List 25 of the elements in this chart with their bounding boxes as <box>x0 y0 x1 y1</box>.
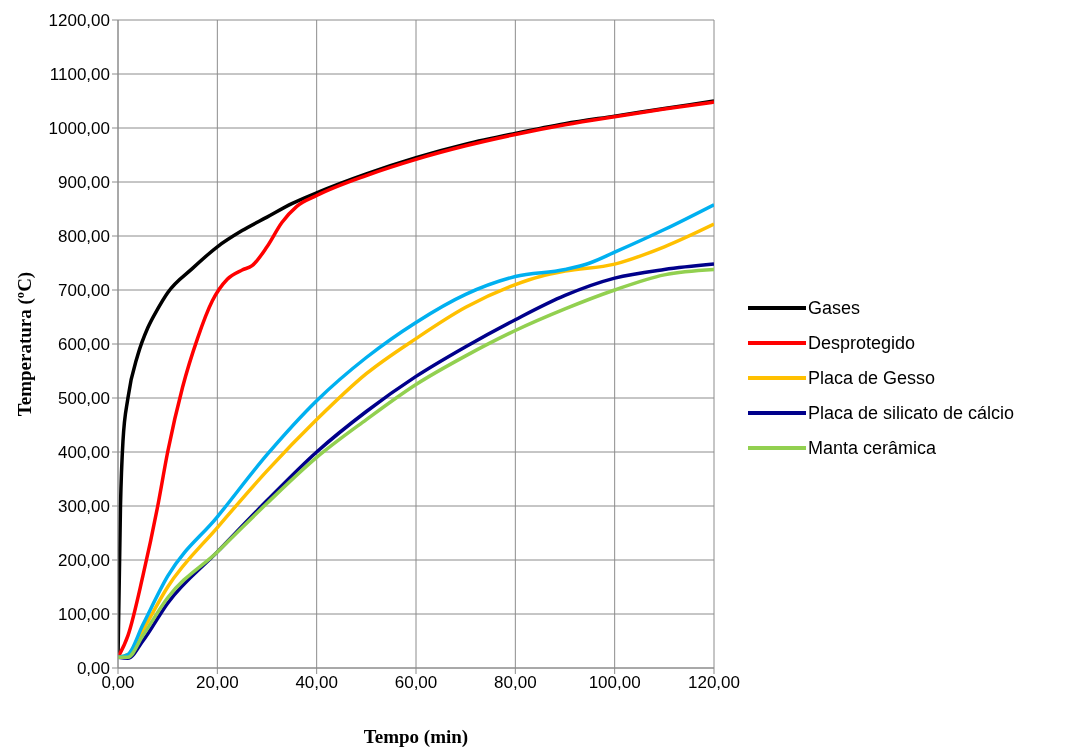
x-tick-label: 120,00 <box>688 673 740 693</box>
y-axis-title: Temperatura (ºC) <box>13 271 36 417</box>
x-tick-label: 60,00 <box>394 673 438 693</box>
y-tick-label: 900,00 <box>58 173 110 193</box>
y-tick-label: 1000,00 <box>48 119 110 139</box>
y-tick-label: 200,00 <box>58 551 110 571</box>
x-axis-title: Tempo (min) <box>363 726 469 749</box>
y-tick-label: 700,00 <box>58 281 110 301</box>
y-tick-label: 600,00 <box>58 335 110 355</box>
y-tick-label: 500,00 <box>58 389 110 409</box>
legend-label: Desprotegido <box>808 332 916 354</box>
y-tick-label: 800,00 <box>58 227 110 247</box>
y-tick-label: 1200,00 <box>48 11 110 31</box>
legend-label: Placa de silicato de cálcio <box>808 402 1015 424</box>
x-tick-label: 100,00 <box>588 673 641 693</box>
x-tick-label: 40,00 <box>295 673 338 693</box>
x-tick-label: 80,00 <box>494 673 537 693</box>
y-tick-label: 400,00 <box>58 443 110 463</box>
y-tick-label: 1100,00 <box>49 65 110 85</box>
legend-label: Manta cerâmica <box>808 437 937 459</box>
y-tick-label: 300,00 <box>58 497 110 517</box>
x-tick-label: 20,00 <box>196 673 239 693</box>
y-tick-label: 100,00 <box>58 605 110 625</box>
legend-label: Placa de Gesso <box>808 367 936 389</box>
legend-label: Gases <box>808 297 861 319</box>
